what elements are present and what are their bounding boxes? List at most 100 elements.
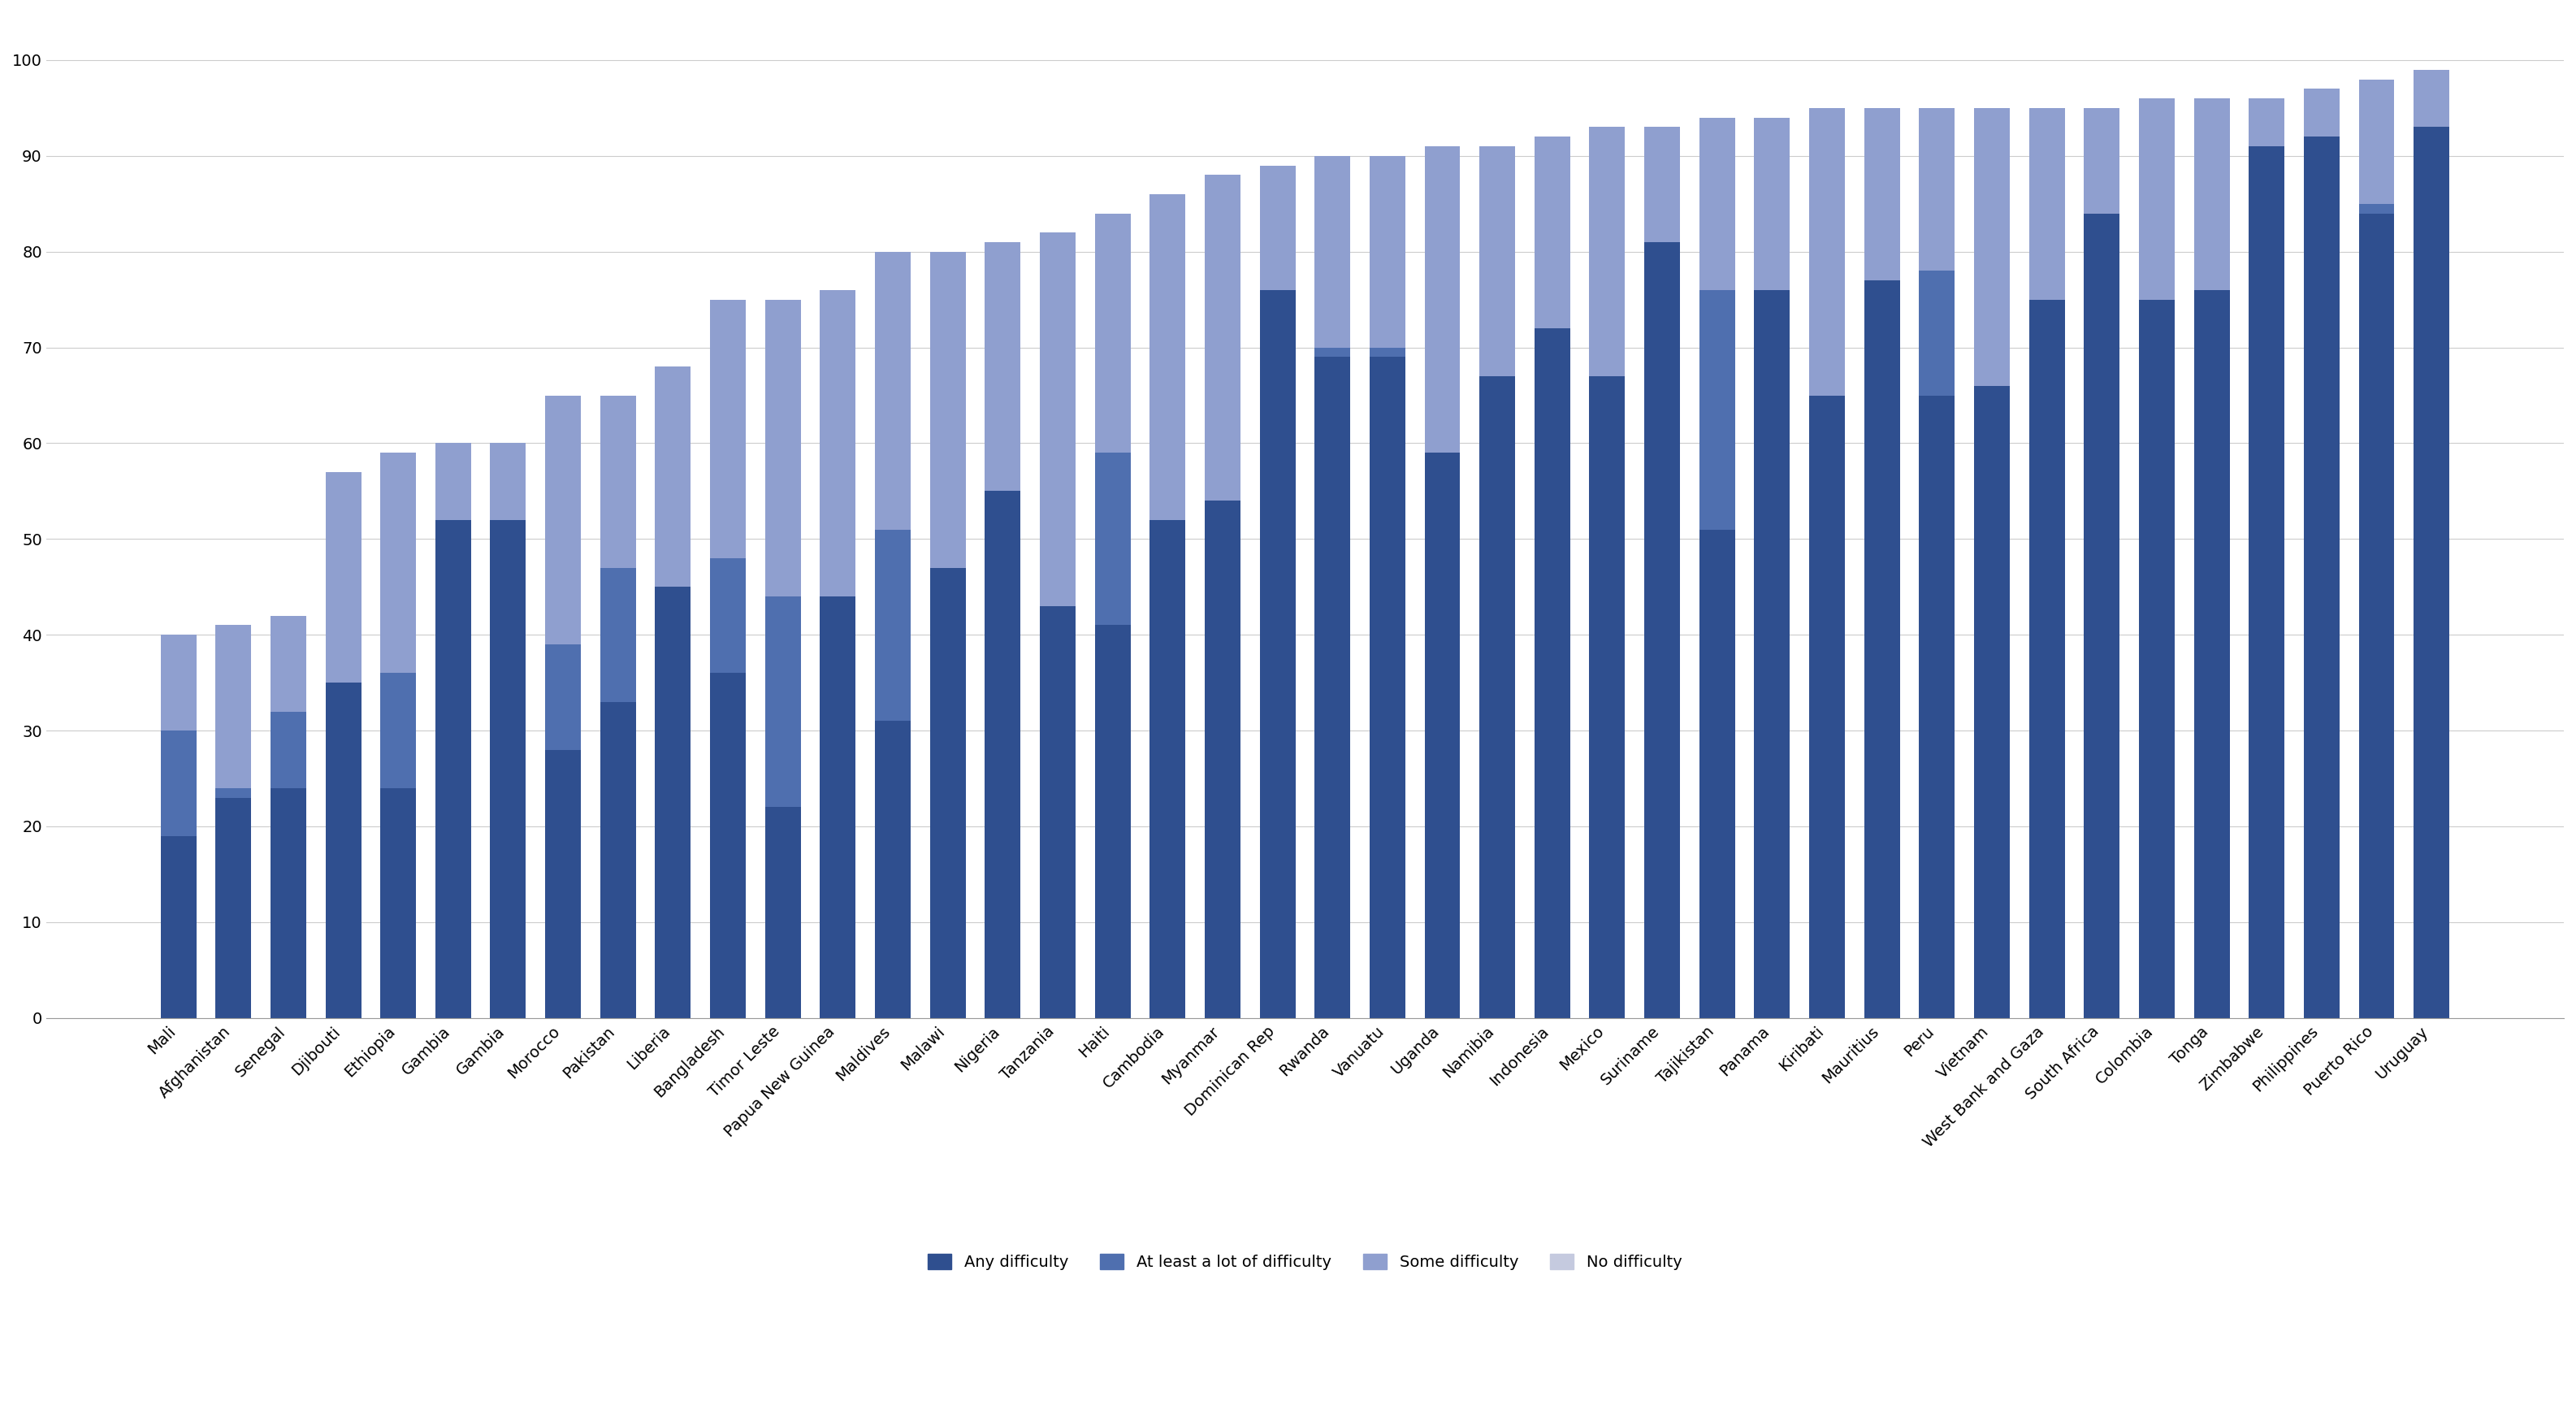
Bar: [1973, 385, 2009, 1018]
Bar: [489, 520, 526, 1018]
Bar: [1754, 118, 1790, 290]
Bar: [381, 452, 417, 673]
Bar: [1041, 232, 1077, 606]
Bar: [600, 395, 636, 567]
Bar: [2303, 88, 2339, 137]
Bar: [160, 634, 196, 731]
Bar: [1754, 290, 1790, 1018]
Bar: [1865, 280, 1901, 1018]
Bar: [1206, 175, 1242, 501]
Bar: [546, 644, 582, 749]
Bar: [1700, 118, 1736, 290]
Bar: [654, 587, 690, 1018]
Bar: [876, 252, 912, 529]
Bar: [1808, 108, 1844, 395]
Bar: [600, 702, 636, 1018]
Bar: [2414, 127, 2450, 1018]
Bar: [2084, 108, 2120, 213]
Bar: [2249, 98, 2285, 146]
Bar: [1260, 290, 1296, 1018]
Bar: [160, 836, 196, 1018]
Bar: [819, 596, 855, 1018]
Bar: [1808, 395, 1844, 1018]
Bar: [1973, 108, 2009, 385]
Bar: [160, 731, 196, 836]
Bar: [381, 788, 417, 1018]
Bar: [1370, 347, 1406, 357]
Bar: [1314, 347, 1350, 357]
Bar: [1314, 156, 1350, 347]
Bar: [711, 300, 747, 559]
Bar: [1535, 328, 1571, 1018]
Bar: [325, 683, 361, 1018]
Bar: [325, 472, 361, 683]
Bar: [270, 616, 307, 711]
Bar: [711, 559, 747, 673]
Bar: [2030, 300, 2066, 1018]
Bar: [2249, 146, 2285, 1018]
Bar: [819, 290, 855, 596]
Bar: [216, 788, 252, 798]
Legend: Any difficulty, At least a lot of difficulty, Some difficulty, No difficulty: Any difficulty, At least a lot of diffic…: [922, 1247, 1687, 1277]
Bar: [1425, 452, 1461, 1018]
Bar: [2360, 80, 2396, 203]
Bar: [1260, 165, 1296, 290]
Bar: [1095, 452, 1131, 626]
Bar: [2195, 290, 2231, 1018]
Bar: [2360, 203, 2396, 213]
Bar: [381, 673, 417, 788]
Bar: [2138, 300, 2174, 1018]
Bar: [546, 749, 582, 1018]
Bar: [1919, 270, 1955, 395]
Bar: [1095, 213, 1131, 452]
Bar: [435, 444, 471, 520]
Bar: [1700, 290, 1736, 529]
Bar: [1479, 377, 1515, 1018]
Bar: [216, 798, 252, 1018]
Bar: [546, 395, 582, 644]
Bar: [1919, 108, 1955, 270]
Bar: [765, 300, 801, 596]
Bar: [930, 567, 966, 1018]
Bar: [2084, 213, 2120, 1018]
Bar: [1919, 395, 1955, 1018]
Bar: [930, 252, 966, 567]
Bar: [270, 788, 307, 1018]
Bar: [1643, 127, 1680, 242]
Bar: [1700, 529, 1736, 1018]
Bar: [1865, 108, 1901, 280]
Bar: [1535, 137, 1571, 328]
Bar: [984, 491, 1020, 1018]
Bar: [2414, 70, 2450, 127]
Bar: [216, 626, 252, 788]
Bar: [1370, 357, 1406, 1018]
Bar: [765, 596, 801, 808]
Bar: [2360, 213, 2396, 1018]
Bar: [765, 808, 801, 1018]
Bar: [711, 673, 747, 1018]
Bar: [2030, 108, 2066, 300]
Bar: [654, 367, 690, 587]
Bar: [1206, 501, 1242, 1018]
Bar: [1479, 146, 1515, 377]
Bar: [1149, 520, 1185, 1018]
Bar: [1425, 146, 1461, 452]
Bar: [2138, 98, 2174, 300]
Bar: [2303, 137, 2339, 1018]
Bar: [435, 520, 471, 1018]
Bar: [270, 711, 307, 788]
Bar: [984, 242, 1020, 491]
Bar: [1370, 156, 1406, 347]
Bar: [600, 567, 636, 702]
Bar: [1589, 127, 1625, 377]
Bar: [1041, 606, 1077, 1018]
Bar: [2195, 98, 2231, 290]
Bar: [1149, 195, 1185, 520]
Bar: [876, 529, 912, 721]
Bar: [876, 721, 912, 1018]
Bar: [1314, 357, 1350, 1018]
Bar: [489, 444, 526, 520]
Bar: [1095, 626, 1131, 1018]
Bar: [1589, 377, 1625, 1018]
Bar: [1643, 242, 1680, 1018]
